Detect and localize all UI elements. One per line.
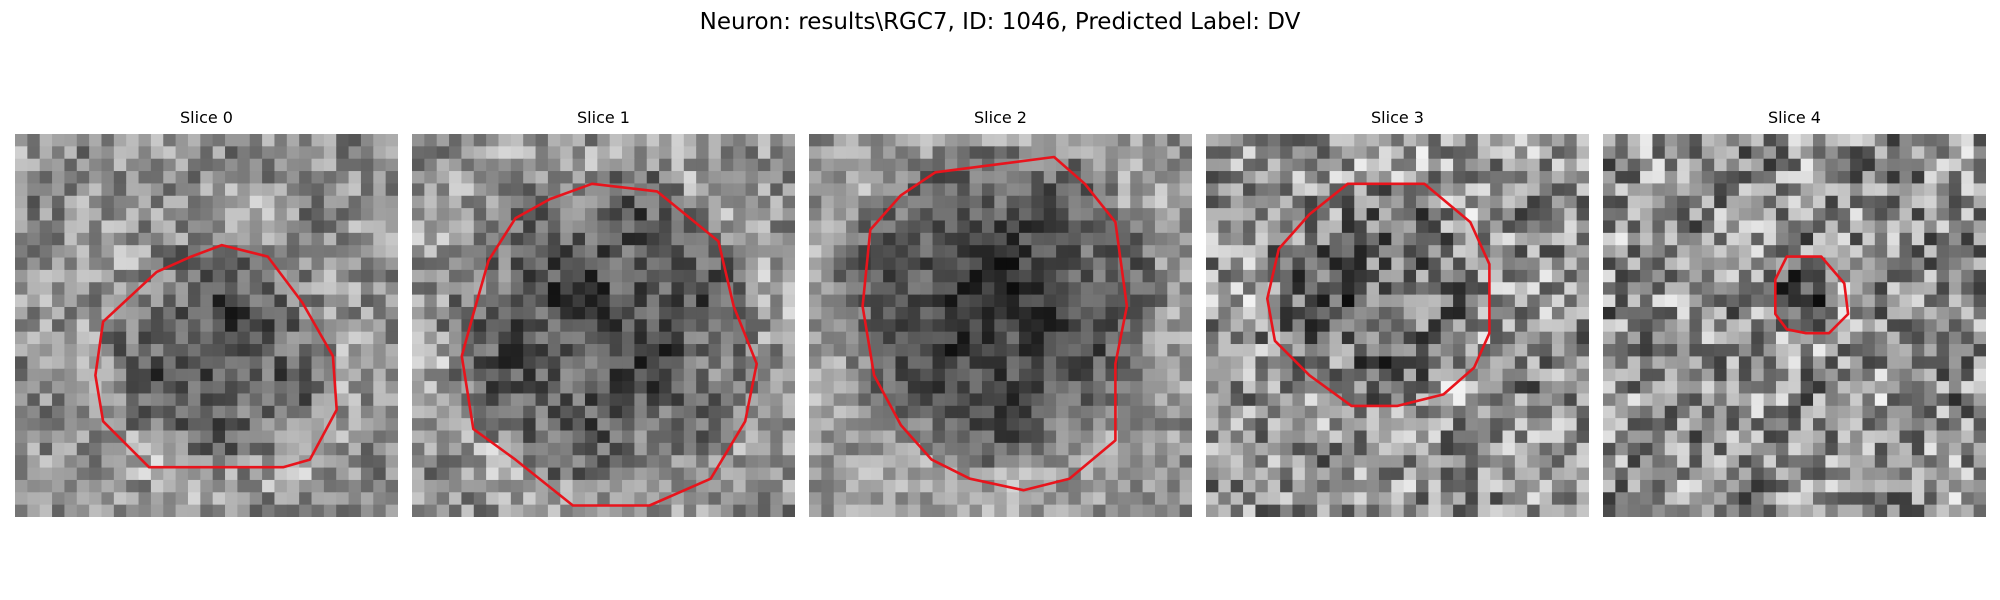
grayscale-pixels <box>15 134 398 517</box>
slice-image-1 <box>412 134 795 517</box>
slice-image-2 <box>809 134 1192 517</box>
slice-panel-0: Slice 0 <box>15 104 398 522</box>
grayscale-pixels <box>809 134 1192 517</box>
slice-title: Slice 0 <box>180 108 233 127</box>
cell-outline <box>1774 255 1850 335</box>
grayscale-pixels <box>1206 134 1589 517</box>
cell-outline <box>94 243 339 469</box>
grayscale-pixels <box>1603 134 1986 517</box>
slice-panel-1: Slice 1 <box>412 104 795 522</box>
grayscale-pixels <box>412 134 795 517</box>
slice-panel-2: Slice 2 <box>809 104 1192 522</box>
figure-title: Neuron: results\RGC7, ID: 1046, Predicte… <box>699 9 1301 35</box>
slice-image-0 <box>15 134 398 517</box>
slice-image-3 <box>1206 134 1589 517</box>
slice-image-4 <box>1603 134 1986 517</box>
slice-title: Slice 3 <box>1371 108 1424 127</box>
slice-panel-4: Slice 4 <box>1603 104 1986 522</box>
slice-title: Slice 4 <box>1768 108 1821 127</box>
slice-title: Slice 2 <box>974 108 1027 127</box>
cell-outline <box>1265 182 1491 408</box>
slice-panel-3: Slice 3 <box>1206 104 1589 522</box>
cell-outline <box>460 182 759 507</box>
slice-title: Slice 1 <box>577 108 630 127</box>
cell-outline <box>861 155 1129 492</box>
